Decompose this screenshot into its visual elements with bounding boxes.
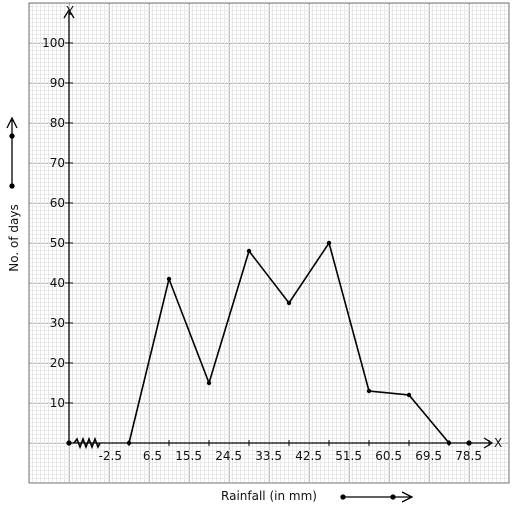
x-axis-name: X (494, 436, 502, 450)
x-tick-label: 42.5 (295, 449, 322, 463)
point (326, 240, 332, 246)
x-axis-label: Rainfall (in mm) (221, 489, 317, 503)
y-tick-label: 40 (50, 276, 65, 290)
point (246, 248, 252, 254)
y-tick-label: 90 (50, 76, 65, 90)
point (166, 276, 172, 282)
y-axis-name: Y (65, 4, 74, 18)
point (406, 392, 412, 398)
y-tick-label: 10 (50, 396, 65, 410)
x-tick-label: 69.5 (415, 449, 442, 463)
x-tick-label: 51.5 (335, 449, 362, 463)
x-tick-label: 60.5 (375, 449, 402, 463)
axes (6, 8, 494, 503)
x-tick-label: 24.5 (215, 449, 242, 463)
point (206, 380, 212, 386)
y-tick-label: 100 (42, 36, 65, 50)
x-tick-label: 33.5 (255, 449, 282, 463)
graph-paper (28, 2, 510, 484)
y-tick-label: 60 (50, 196, 65, 210)
x-tick-label: -2.5 (99, 449, 122, 463)
point (286, 300, 292, 306)
x-tick-label: 15.5 (175, 449, 202, 463)
point (366, 388, 372, 394)
y-axis-label: No. of days (7, 204, 21, 271)
x-tick-label: 78.5 (455, 449, 482, 463)
y-tick-label: 80 (50, 116, 65, 130)
y-tick-label: 50 (50, 236, 65, 250)
point (446, 440, 452, 446)
y-tick-label: 30 (50, 316, 65, 330)
point (126, 440, 132, 446)
y-tick-label: 70 (50, 156, 65, 170)
x-tick-label: 6.5 (143, 449, 162, 463)
y-tick-label: 20 (50, 356, 65, 370)
